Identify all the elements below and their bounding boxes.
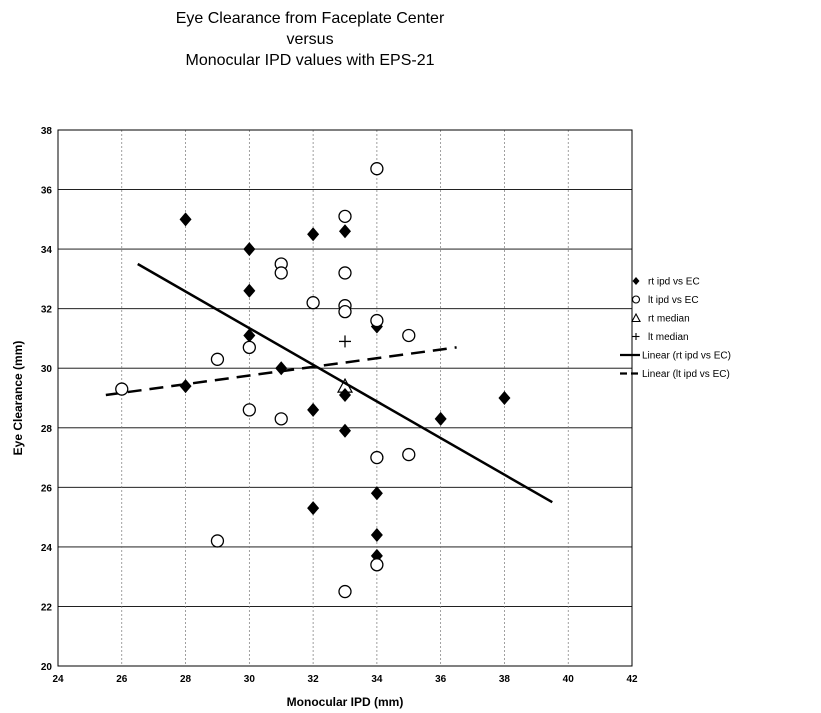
legend-item: Linear (rt ipd vs EC) <box>620 351 731 362</box>
data-point-diamond-filled <box>243 242 256 257</box>
data-point-circle-open <box>370 450 384 465</box>
x-tick-label: 30 <box>244 674 256 685</box>
data-point-diamond-filled <box>339 423 351 438</box>
data-point-diamond-filled <box>370 527 383 542</box>
legend-marker <box>631 312 641 323</box>
chart-title-line-1: Eye Clearance from Faceplate Center <box>175 10 445 27</box>
x-tick-labels: 24 26 28 30 32 34 36 38 40 42 <box>52 674 638 685</box>
data-point-circle-open <box>306 296 320 310</box>
data-point-circle-open <box>338 209 352 224</box>
data-point-circle-open <box>338 266 352 280</box>
x-tick-label: 28 <box>180 674 192 685</box>
x-tick-label: 34 <box>371 674 383 685</box>
data-point-diamond-filled <box>307 501 320 516</box>
y-tick-label: 20 <box>41 662 53 673</box>
legend-label: lt median <box>648 332 689 343</box>
legend-item: rt median <box>631 312 690 325</box>
chart-title-line-3: Monocular IPD values with EPS-21 <box>185 52 435 69</box>
legend-item: lt median <box>632 332 689 343</box>
data-point-circle-open <box>338 584 352 599</box>
trendline-rt <box>137 262 553 504</box>
data-point-plus <box>339 335 351 348</box>
data-point-circle-open <box>402 328 416 343</box>
legend-item: lt ipd vs EC <box>631 295 699 306</box>
data-point-circle-open <box>210 534 225 548</box>
x-tick-label: 32 <box>308 674 320 685</box>
legend-label: lt ipd vs EC <box>648 295 699 306</box>
data-point-circle-open <box>370 313 384 328</box>
trendlines <box>105 262 553 504</box>
legend-label: Linear (rt ipd vs EC) <box>642 351 731 362</box>
data-points <box>115 162 511 599</box>
data-point-circle-open <box>242 403 256 417</box>
data-point-diamond-filled <box>307 402 320 417</box>
data-point-diamond-filled <box>243 328 256 343</box>
data-point-circle-open <box>242 340 256 355</box>
legend: rt ipd vs EC lt ipd vs EC rt median lt medi… <box>620 277 731 380</box>
x-tick-label: 36 <box>435 674 447 685</box>
data-point-triangle-open <box>336 377 354 393</box>
y-tick-label: 26 <box>41 483 53 494</box>
legend-label: rt ipd vs EC <box>648 277 700 288</box>
y-axis-label: Eye Clearance (mm) <box>11 341 25 456</box>
legend-marker <box>632 277 640 285</box>
x-axis-label: Monocular IPD (mm) <box>287 695 404 709</box>
data-point-diamond-filled <box>498 391 511 405</box>
y-tick-label: 24 <box>41 543 53 554</box>
y-tick-label: 34 <box>41 245 53 256</box>
data-point-circle-open <box>115 382 129 396</box>
legend-marker <box>631 295 641 304</box>
data-point-diamond-filled <box>307 227 320 242</box>
plot-border <box>57 129 633 667</box>
data-point-circle-open <box>274 266 288 280</box>
chart-title: Eye Clearance from Faceplate Center vers… <box>60 8 560 71</box>
legend-label: rt median <box>648 314 690 325</box>
x-tick-label: 38 <box>499 674 511 685</box>
data-point-circle-open <box>274 412 288 426</box>
y-tick-labels: 20 22 24 26 28 30 32 34 36 38 <box>41 126 53 673</box>
legend-label: Linear (lt ipd vs EC) <box>642 369 730 380</box>
y-tick-label: 32 <box>41 305 53 316</box>
data-point-diamond-filled <box>275 361 288 376</box>
legend-item: Linear (lt ipd vs EC) <box>620 369 730 380</box>
data-point-diamond-filled <box>243 283 256 298</box>
data-point-circle-open <box>338 304 352 319</box>
data-point-diamond-filled <box>179 379 192 394</box>
chart-title-line-2: versus <box>286 31 334 48</box>
data-point-circle-open <box>370 558 384 572</box>
y-tick-label: 38 <box>41 126 53 137</box>
data-point-diamond-filled <box>370 486 383 501</box>
y-tick-label: 30 <box>41 364 53 375</box>
x-tick-label: 26 <box>116 674 128 685</box>
data-point-circle-open <box>370 162 384 176</box>
data-point-diamond-filled <box>339 224 351 239</box>
y-tick-label: 28 <box>41 424 53 435</box>
legend-item: rt ipd vs EC <box>632 277 700 288</box>
y-tick-label: 36 <box>41 186 53 197</box>
x-tick-label: 40 <box>563 674 575 685</box>
data-point-circle-open <box>210 352 225 366</box>
data-point-diamond-filled <box>179 212 192 227</box>
x-tick-label: 42 <box>626 674 638 685</box>
data-point-diamond-filled <box>434 411 447 426</box>
y-tick-label: 22 <box>41 602 53 613</box>
x-tick-label: 24 <box>52 674 64 685</box>
data-point-circle-open <box>402 447 416 462</box>
data-point-diamond-filled <box>339 388 351 403</box>
